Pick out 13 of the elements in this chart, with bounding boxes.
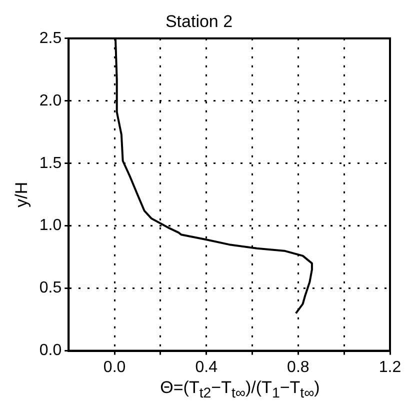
x-tick-label: 0.4 — [195, 358, 218, 376]
y-tick-label: 2.0 — [39, 92, 62, 110]
y-tick-label: 0.0 — [39, 342, 62, 360]
x-tick-label: 0.8 — [287, 358, 310, 376]
y-tick-label: 2.5 — [39, 30, 62, 47]
x-tick-label: 0.0 — [103, 358, 126, 376]
x-tick-label: 1.2 — [378, 358, 402, 376]
chart-title: Station 2 — [165, 12, 233, 31]
y-tick-label: 1.5 — [39, 154, 62, 172]
y-tick-label: 1.0 — [39, 217, 62, 234]
text: Θ=(T$_{t2}$−T$_{t∞}$)/(T$_{1}$−T$_{t∞}$) — [160, 378, 320, 402]
y-tick-label: 0.5 — [39, 280, 62, 297]
y-axis-title: y/H — [12, 182, 31, 208]
